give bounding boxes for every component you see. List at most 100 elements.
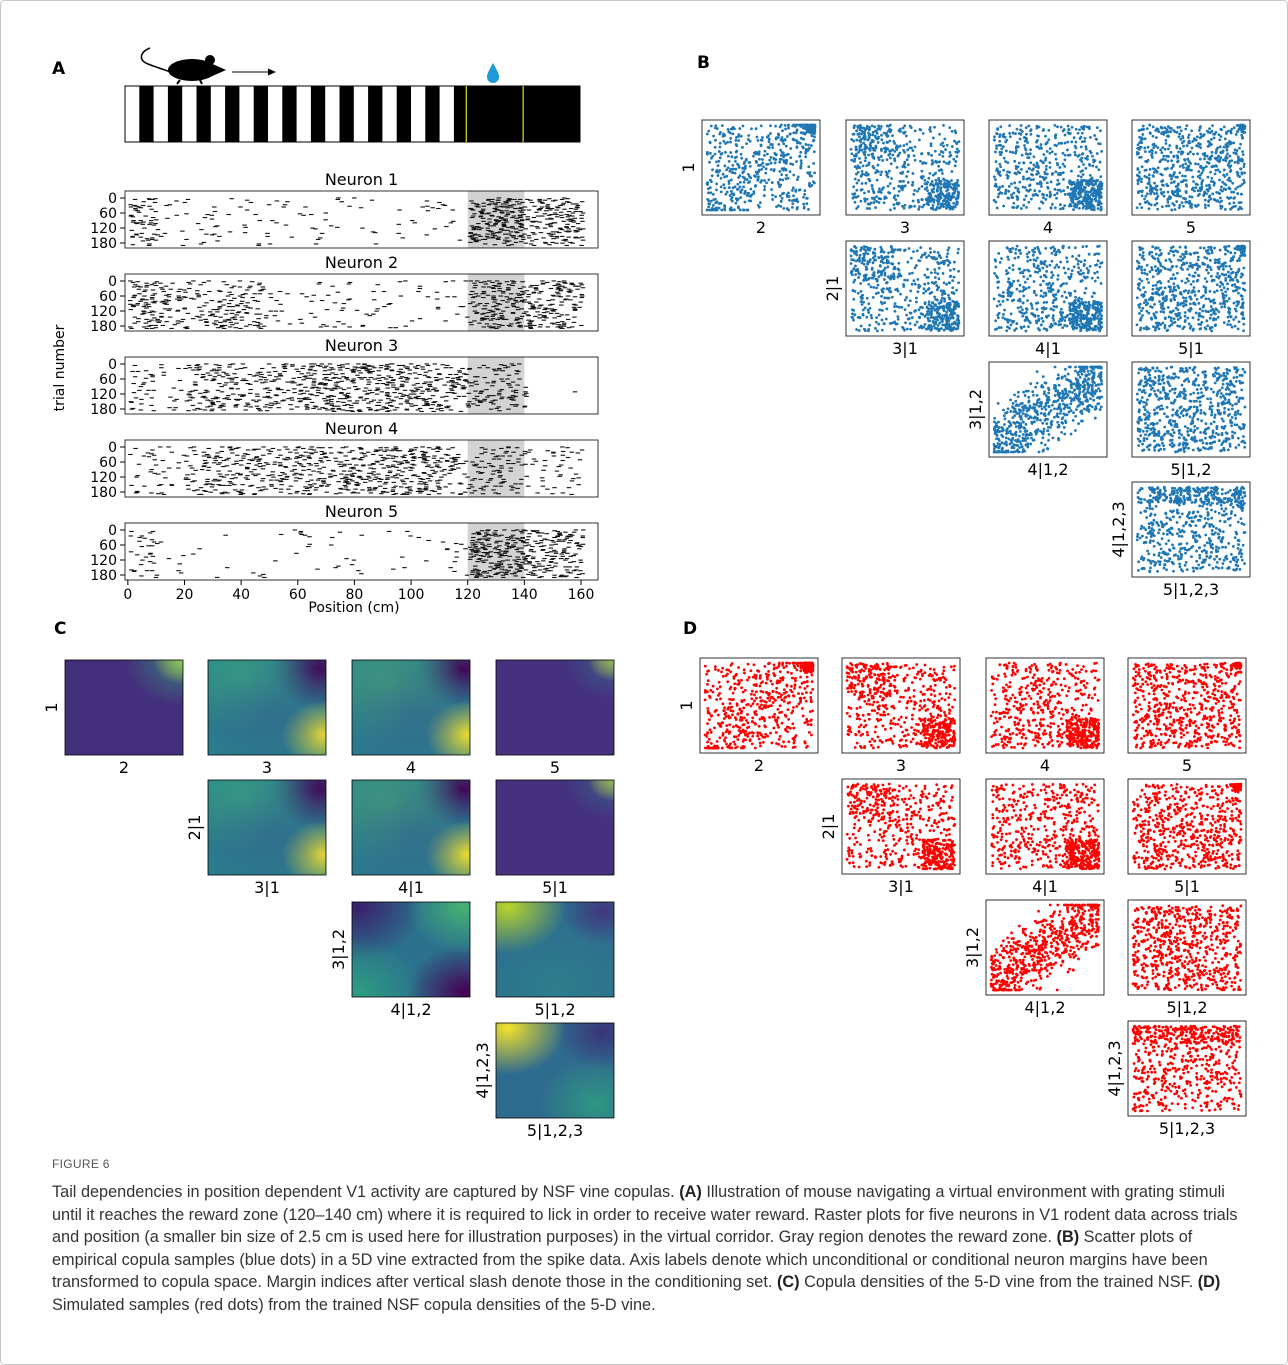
spike [152, 311, 157, 312]
grating-stripe [197, 86, 211, 142]
copula-sample [802, 196, 805, 199]
copula-sample [730, 179, 733, 182]
raster-plot: Neuron 3060120180 [90, 336, 598, 418]
spike [470, 542, 475, 543]
spike [143, 289, 148, 290]
spike [503, 367, 508, 368]
spike [461, 306, 466, 307]
spike [411, 475, 416, 476]
spike [401, 481, 406, 482]
spike [523, 391, 528, 392]
spike [403, 390, 408, 391]
spike [258, 314, 263, 315]
spike [349, 474, 354, 475]
copula-sample [804, 155, 807, 158]
spike [542, 312, 547, 313]
spike [483, 243, 488, 244]
copula-sample [887, 154, 890, 157]
spike [467, 369, 472, 370]
spike [142, 486, 147, 487]
spike [401, 237, 406, 238]
spike [367, 477, 372, 478]
spike [301, 466, 306, 467]
copula-sample [912, 200, 915, 203]
copula-sample [916, 190, 919, 193]
spike [144, 378, 149, 379]
spike [394, 397, 399, 398]
spike [135, 223, 140, 224]
spike [522, 557, 527, 558]
spike [176, 295, 181, 296]
copula-sample [942, 178, 945, 181]
spike [506, 409, 511, 410]
copula-sample [739, 181, 742, 184]
spike [560, 229, 565, 230]
spike [357, 377, 362, 378]
spike [212, 323, 217, 324]
copula-sample [1014, 172, 1017, 175]
copula-sample [761, 158, 764, 161]
spike [508, 471, 513, 472]
copula-sample [857, 205, 860, 208]
spike [267, 363, 272, 364]
spike [472, 306, 477, 307]
spike [416, 398, 421, 399]
spike [385, 408, 390, 409]
copula-sample [902, 180, 905, 183]
spike [542, 320, 547, 321]
spike [428, 386, 433, 387]
spike [383, 483, 388, 484]
copula-sample [946, 182, 949, 185]
copula-sample [874, 206, 877, 209]
copula-sample [878, 197, 881, 200]
copula-sample [759, 201, 762, 204]
spike [511, 400, 516, 401]
copula-sample [921, 177, 924, 180]
spike [463, 492, 468, 493]
spike [534, 226, 539, 227]
spike [474, 313, 479, 314]
spike [131, 220, 136, 221]
spike [308, 378, 313, 379]
spike [336, 401, 341, 402]
copula-sample [931, 159, 934, 162]
spike [226, 395, 231, 396]
spike [486, 482, 491, 483]
copula-sample [855, 139, 858, 142]
spike [470, 382, 475, 383]
spike [188, 465, 193, 466]
spike [445, 461, 450, 462]
spike [409, 363, 414, 364]
spike [530, 464, 535, 465]
copula-sample [731, 164, 734, 167]
spike [339, 452, 344, 453]
spike [361, 465, 366, 466]
copula-sample [805, 151, 808, 154]
spike [512, 281, 517, 282]
spike [566, 231, 571, 232]
spike [503, 220, 508, 221]
spike [181, 319, 186, 320]
spike [198, 409, 203, 410]
spike [185, 474, 190, 475]
spike [514, 228, 519, 229]
spike [505, 241, 510, 242]
spike [328, 447, 333, 448]
spike [245, 468, 250, 469]
copula-sample [722, 173, 725, 176]
spike [213, 479, 218, 480]
spike [425, 460, 430, 461]
spike [511, 365, 516, 366]
spike [469, 294, 474, 295]
spike [251, 297, 256, 298]
spike [433, 388, 438, 389]
spike [574, 577, 579, 578]
spike [458, 240, 463, 241]
spike [445, 377, 450, 378]
spike [505, 378, 510, 379]
spike [230, 452, 235, 453]
spike [554, 243, 559, 244]
spike [356, 492, 361, 493]
spike [263, 388, 268, 389]
spike [325, 409, 330, 410]
